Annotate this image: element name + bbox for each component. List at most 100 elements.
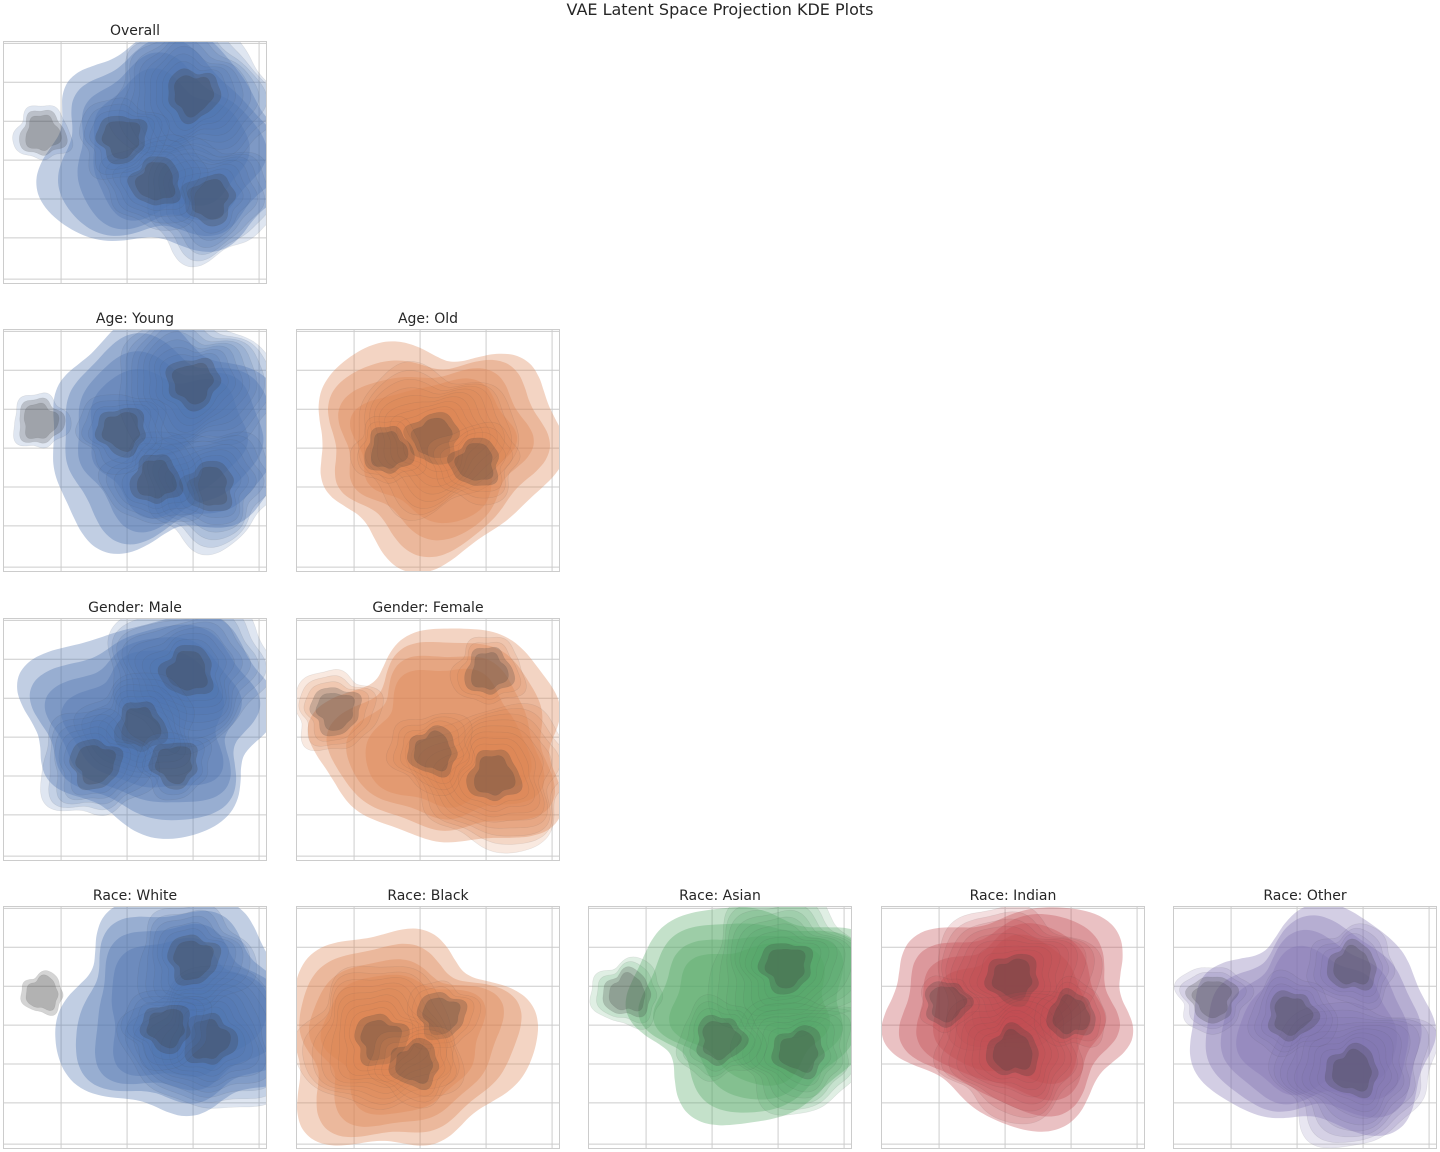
kde-density-level [1309, 1032, 1393, 1113]
kde-density-level [174, 168, 244, 234]
kde-density-level [433, 426, 514, 499]
kde-density-level [127, 156, 181, 206]
kde-density-level [411, 986, 475, 1046]
kde-density-level [180, 173, 237, 227]
kde-density-level [383, 396, 484, 487]
kde-density-level [165, 357, 222, 412]
kde-density-level [150, 45, 244, 142]
axes-frame [881, 906, 1145, 1149]
kde-density-level [1046, 987, 1096, 1039]
kde-density-level [186, 466, 228, 506]
kde-density-level [159, 353, 229, 419]
kde-panel: Age: Old [296, 311, 560, 572]
grid-lines [296, 329, 560, 572]
kde-density-level [675, 994, 767, 1082]
kde-density-level [176, 1006, 246, 1071]
kde-density-level [156, 921, 237, 996]
kde-density-level [87, 404, 152, 464]
kde-density-level [151, 989, 266, 1088]
kde-density-level [763, 1020, 832, 1087]
kde-density-level [160, 995, 260, 1083]
kde-contours [12, 41, 267, 268]
kde-density-level [153, 144, 267, 262]
kde-density-level [155, 53, 236, 137]
kde-density-level [364, 425, 415, 474]
kde-envelope-level [881, 907, 1134, 1132]
kde-density-level [369, 378, 506, 509]
kde-density-level [392, 716, 470, 791]
kde-density-level [58, 726, 139, 801]
kde-density-level [358, 361, 520, 521]
kde-density-level [152, 439, 265, 541]
kde-panel: Overall [3, 23, 267, 284]
kde-density-level [329, 988, 440, 1088]
kde-density-level [184, 1012, 239, 1065]
kde-density-level [142, 431, 267, 556]
kde-density-level [1179, 971, 1247, 1030]
kde-density-level [446, 437, 500, 486]
kde-envelope-level [307, 628, 560, 843]
kde-density-level [449, 636, 527, 705]
kde-contours [296, 928, 539, 1146]
kde-density-level [1033, 975, 1107, 1048]
kde-density-level [171, 362, 215, 405]
kde-density-level [191, 1018, 231, 1060]
panel-title: Race: Black [387, 888, 469, 904]
kde-density-level [25, 114, 62, 152]
panel-title: Age: Old [398, 311, 458, 327]
kde-density-level [1317, 1037, 1386, 1106]
kde-density-level [1320, 933, 1383, 998]
kde-density-level [707, 906, 852, 1038]
kde-density-level [978, 1015, 1046, 1084]
kde-contours [20, 906, 267, 1117]
kde-density-level [933, 990, 1084, 1125]
kde-panel: Race: Black [296, 888, 560, 1149]
kde-density-level [157, 644, 214, 697]
kde-density-level [937, 906, 1103, 1051]
kde-panel: Race: Asian [588, 888, 852, 1149]
kde-density-level [173, 940, 214, 981]
kde-density-level [97, 431, 205, 525]
kde-density-level [142, 983, 267, 1093]
kde-density-level [1267, 990, 1321, 1042]
kde-density-level [154, 347, 237, 426]
kde-density-level [941, 911, 1095, 1047]
kde-envelope-level [638, 923, 852, 1113]
kde-density-level [1279, 1017, 1420, 1138]
kde-density-level [171, 454, 242, 518]
panel-title: Overall [110, 23, 160, 39]
kde-density-level [78, 97, 170, 180]
kde-density-level [136, 329, 258, 445]
kde-density-level [971, 1009, 1053, 1091]
kde-density-level [69, 738, 124, 791]
kde-density-level [168, 68, 222, 125]
kde-density-level [75, 394, 167, 475]
kde-density-level [742, 1008, 852, 1105]
kde-envelope-level [653, 936, 844, 1100]
kde-density-level [1261, 983, 1327, 1048]
kde-envelope-level [296, 928, 539, 1146]
kde-density-level [1185, 976, 1240, 1024]
kde-density-level [948, 996, 1072, 1112]
kde-density-level [40, 708, 160, 817]
kde-envelope-level [327, 359, 550, 558]
kde-density-level [81, 678, 191, 773]
kde-density-level [403, 411, 461, 465]
kde-density-level [984, 953, 1039, 1008]
kde-envelope-level [326, 641, 556, 831]
kde-density-level [63, 732, 132, 796]
kde-density-level [470, 652, 509, 690]
kde-envelope-level [1236, 945, 1398, 1096]
kde-density-level [1286, 1022, 1411, 1132]
kde-density-level [950, 925, 1078, 1038]
kde-density-level [1191, 981, 1232, 1019]
kde-density-level [129, 454, 184, 505]
kde-density-level [1274, 996, 1314, 1036]
kde-density-level [771, 1025, 825, 1080]
kde-density-level [136, 41, 260, 151]
kde-density-level [1326, 938, 1377, 991]
kde-envelope-level [95, 923, 267, 1091]
kde-density-level [18, 109, 68, 156]
kde-density-level [440, 731, 541, 818]
panel-title: Race: Indian [970, 888, 1057, 904]
